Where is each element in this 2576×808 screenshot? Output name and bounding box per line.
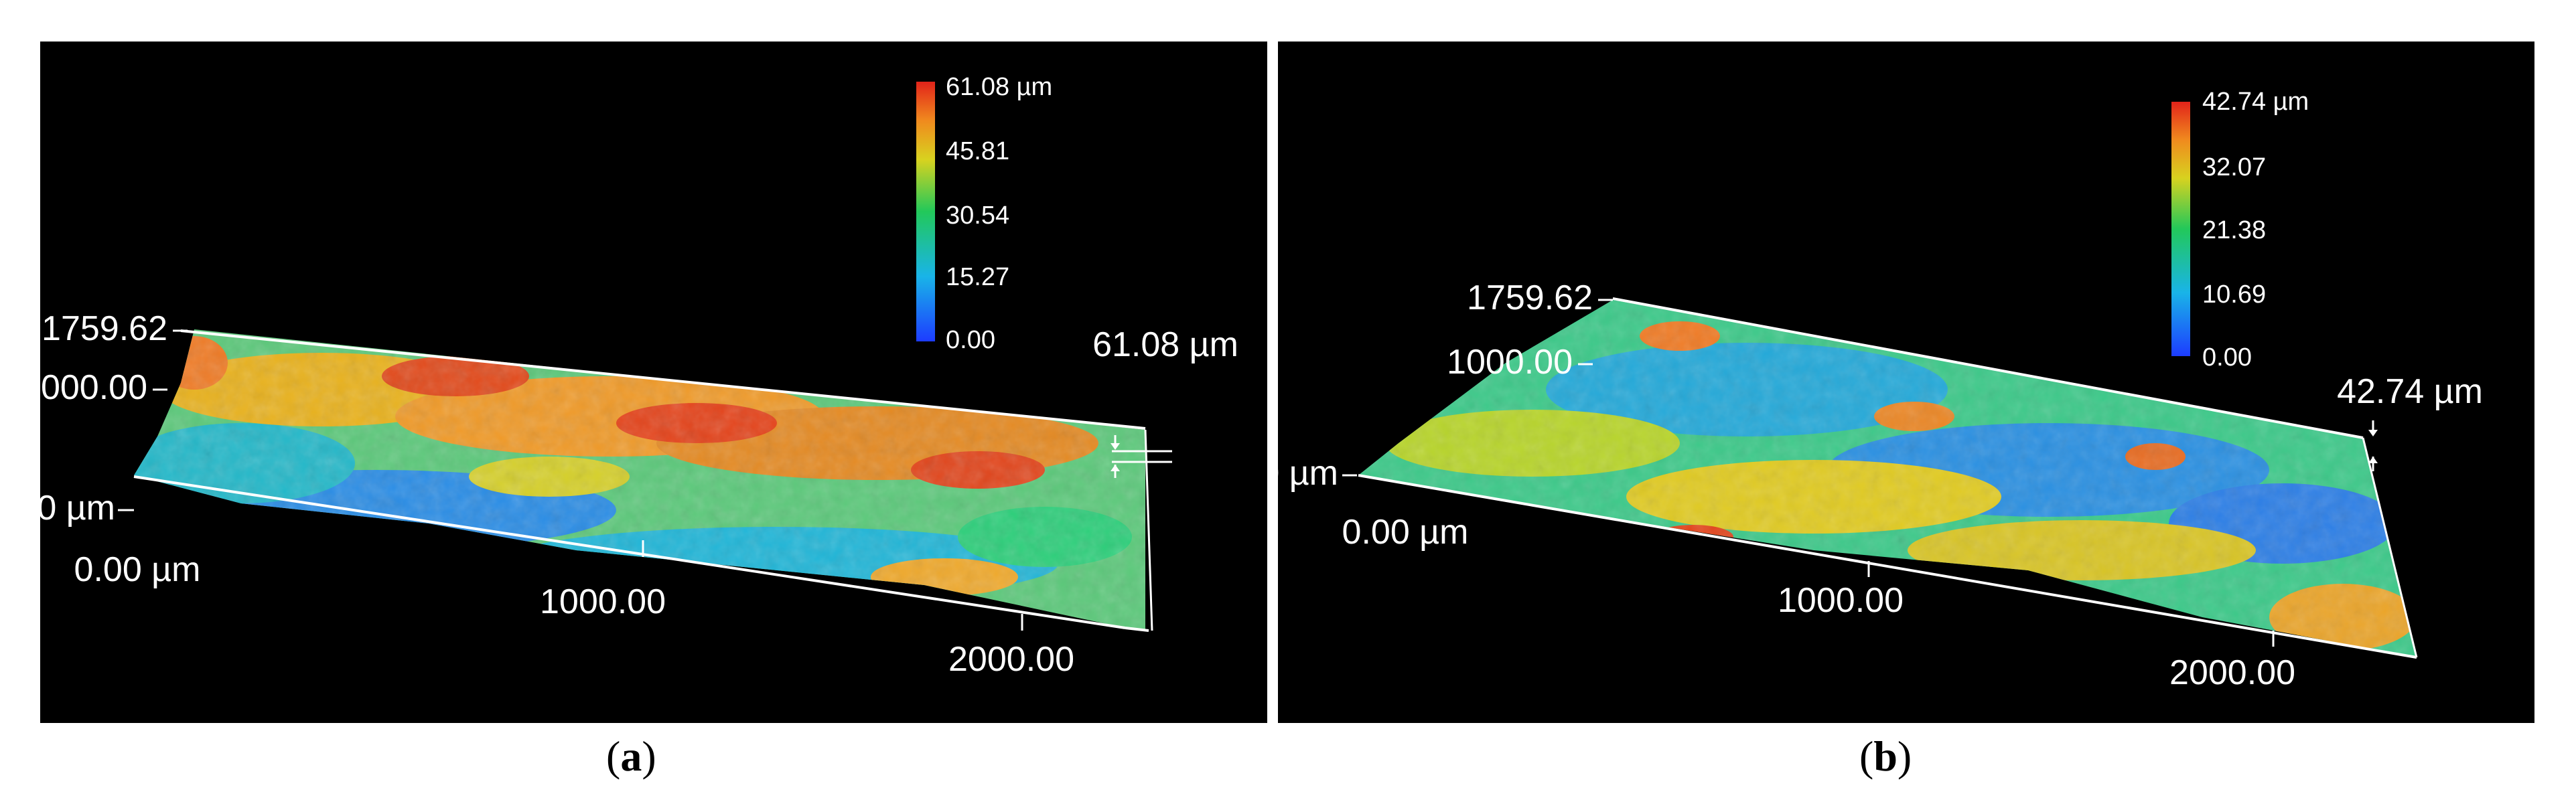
colorbar-tick-a-3: 15.27 [946,263,1009,291]
x-end-label-b: 2000.00 [2169,653,2295,692]
z-edge-a [1144,429,1153,631]
caption-a: (a) [606,732,656,780]
x-mid-label-b: 1000.00 [1778,581,1904,620]
surface-plot-a-svg: 1759.62 1000.00 0.00 µm 0.00 µm 1000.00 … [40,73,1238,679]
y-top-edge-a [180,329,1146,430]
y-mid-label-a: 1000.00 [40,368,147,407]
surface-plot-b-svg: 1759.62 1000.00 0.00 µm 0.00 µm 1000.00 … [1278,88,2483,692]
y-top-edge-b [1612,297,2364,439]
x-axis-line-a [133,475,1126,629]
caption-b-letter: b [1873,732,1898,780]
colorbar-max-a: 61.08 µm [946,73,1052,101]
z-edge-b [2362,437,2418,658]
y-mid-label-b: 1000.00 [1447,343,1573,382]
colorbar-tick-a-2: 30.54 [946,201,1009,230]
colorbar-max-b: 42.74 µm [2202,88,2309,116]
colorbar-tick-a-1: 45.81 [946,137,1009,165]
x-mid-label-a: 1000.00 [540,582,666,621]
colorbar-min-b: 0.00 [2202,343,2252,372]
x-end-label-a: 2000.00 [948,640,1074,679]
x-origin-label-a: 0.00 µm [74,550,201,589]
colorbar-tick-b-3: 10.69 [2202,280,2266,309]
colorbar-tick-b-2: 21.38 [2202,216,2266,244]
y-origin-label-a: 0.00 µm [40,489,115,528]
colorbar-tick-b-1: 32.07 [2202,153,2266,181]
surface-plot-b: 1759.62 1000.00 0.00 µm 0.00 µm 1000.00 … [1278,42,2534,723]
y-origin-label-b: 0.00 µm [1278,454,1338,493]
caption-b: (b) [1859,732,1912,780]
x-origin-label-b: 0.00 µm [1342,513,1469,552]
z-height-label-b: 42.74 µm [2337,372,2483,411]
caption-a-letter: a [620,732,642,780]
colorbar-min-a: 0.00 [946,326,995,354]
colorbar-b [2171,102,2190,356]
x-axis-line-b [1358,474,2417,659]
y-top-label-a: 1759.62 [42,309,167,348]
colorbar-a [916,82,935,341]
z-height-label-a: 61.08 µm [1092,325,1238,364]
y-top-label-b: 1759.62 [1467,278,1593,317]
surface-plot-a: 1759.62 1000.00 0.00 µm 0.00 µm 1000.00 … [40,42,1267,723]
